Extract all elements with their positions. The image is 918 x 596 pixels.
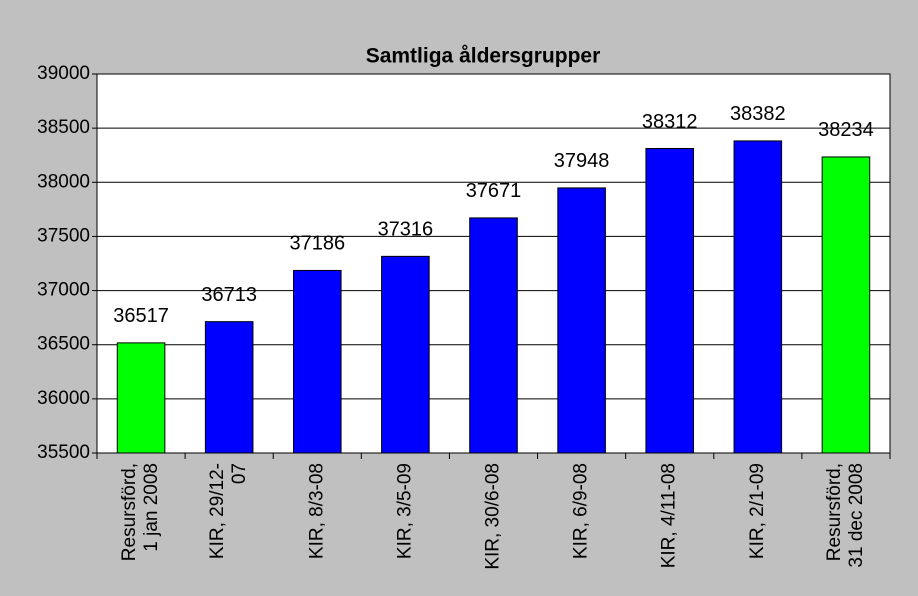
x-tick-label: KIR, 8/3-08 <box>306 463 327 559</box>
y-tick-label: 39000 <box>37 63 90 84</box>
value-label: 36517 <box>113 305 169 327</box>
bar <box>204 321 254 454</box>
y-tick-label: 35500 <box>37 442 90 463</box>
x-tick-label: KIR, 3/5-09 <box>394 463 415 559</box>
y-tick-label: 38000 <box>37 171 90 192</box>
bar <box>116 342 166 454</box>
chart-title: Samtliga åldersgrupper <box>366 45 601 68</box>
value-label: 38312 <box>642 111 698 133</box>
bar <box>557 187 606 454</box>
bar <box>292 269 342 454</box>
bar <box>469 217 518 454</box>
x-tick-label: Resursförd,31 dec 2008 <box>824 463 867 568</box>
x-tick-label: KIR, 29/12-07 <box>207 463 250 559</box>
value-label: 38234 <box>818 119 874 141</box>
y-tick-label: 38500 <box>37 117 90 138</box>
y-tick-label: 37500 <box>37 225 90 246</box>
value-label: 37671 <box>466 180 522 202</box>
y-tick-label: 36000 <box>37 388 90 409</box>
value-label: 36713 <box>201 284 257 306</box>
y-tick-label: 37000 <box>37 280 90 301</box>
bar <box>645 148 695 454</box>
bar <box>381 255 430 454</box>
y-tick-label: 36500 <box>37 334 90 355</box>
bar <box>821 156 871 454</box>
x-tick-label: KIR, 6/9-08 <box>571 463 592 559</box>
x-tick-label: KIR, 30/6-08 <box>483 463 504 570</box>
value-label: 37316 <box>378 219 434 241</box>
x-tick-label: KIR, 4/11-08 <box>659 463 680 568</box>
bar <box>733 140 783 454</box>
x-tick-label: KIR, 2/1-09 <box>747 463 768 559</box>
value-label: 38382 <box>730 103 786 125</box>
x-tick-label: Resursförd,1 jan 2008 <box>119 463 162 561</box>
value-label: 37948 <box>554 150 610 172</box>
value-label: 37186 <box>289 233 345 255</box>
